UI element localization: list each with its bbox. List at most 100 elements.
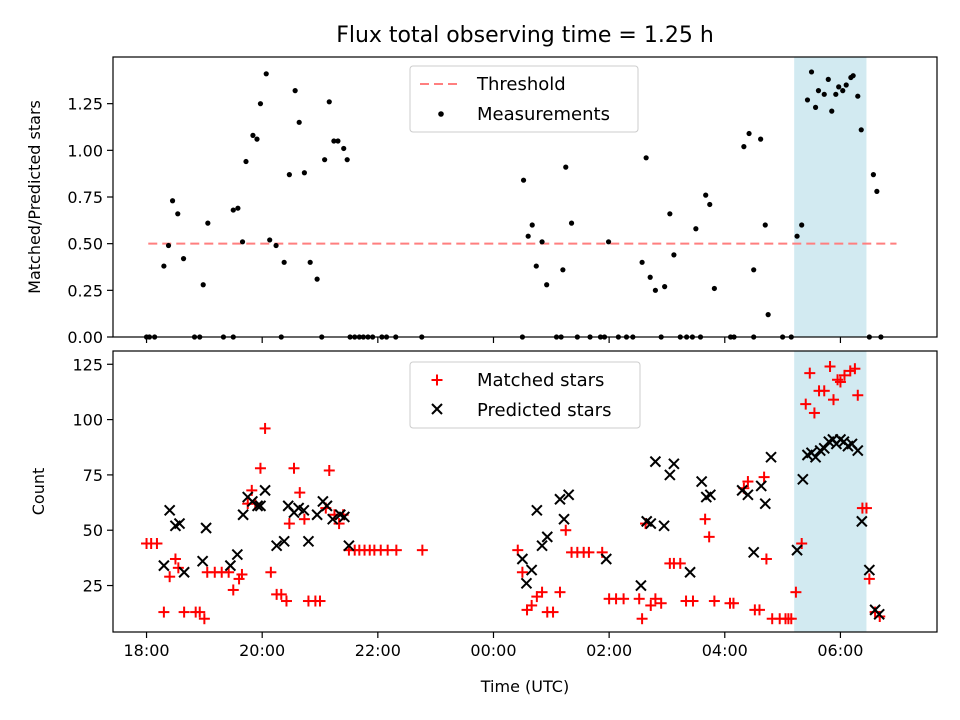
x-mark-b bbox=[852, 444, 864, 457]
measurement-point bbox=[331, 138, 337, 144]
x-ticks-top bbox=[145, 337, 842, 343]
matched-star-point bbox=[151, 537, 163, 549]
x-mark-b bbox=[282, 500, 294, 512]
y-axis-label-bottom: Count bbox=[29, 468, 48, 516]
plot-frame-bottom bbox=[112, 350, 938, 633]
predicted-star-point bbox=[649, 455, 662, 468]
legend-threshold-label: Threshold bbox=[476, 74, 566, 95]
measurement-point bbox=[840, 88, 846, 94]
predicted-star-point bbox=[664, 469, 676, 481]
measurement-point bbox=[825, 76, 831, 82]
matched-star-point bbox=[536, 586, 548, 598]
y-ticks-top: 0.00 0.25 0.50 0.75 1.00 1.25 bbox=[67, 95, 113, 347]
matched-star-point bbox=[703, 531, 715, 543]
x-mark-b bbox=[742, 489, 754, 501]
matched-star-point bbox=[178, 606, 190, 618]
measurement-point bbox=[301, 170, 307, 176]
y-tick-label: 0.25 bbox=[67, 281, 103, 300]
matched-star-point bbox=[198, 613, 210, 625]
matched-star-point bbox=[172, 562, 184, 574]
matched-star-point bbox=[727, 597, 739, 609]
x-axis-label: Time (UTC) bbox=[480, 677, 569, 696]
matched-star-point bbox=[824, 360, 836, 372]
legend-bottom: Matched stars Predicted stars bbox=[409, 361, 641, 429]
x-mark-b bbox=[525, 564, 538, 576]
predicted-star-point bbox=[224, 559, 237, 572]
measurement-point bbox=[662, 284, 668, 290]
predicted-star-point bbox=[251, 500, 264, 512]
measurement-point bbox=[855, 93, 861, 99]
matched-star-point bbox=[288, 462, 300, 474]
y-tick-label: 100 bbox=[72, 411, 103, 430]
measurement-point bbox=[307, 259, 313, 265]
measurement-point bbox=[639, 259, 645, 265]
x-mark-b bbox=[302, 535, 315, 547]
matched-star-point bbox=[760, 553, 772, 565]
x-tick-label: 20:00 bbox=[239, 641, 285, 660]
predicted-star-point bbox=[321, 500, 333, 512]
y-tick-label: 75 bbox=[83, 466, 103, 485]
measurement-point bbox=[751, 267, 757, 273]
x-mark-b bbox=[178, 566, 190, 578]
matched-star-point bbox=[314, 595, 326, 607]
x-tick-label: 06:00 bbox=[817, 641, 863, 660]
predicted-star-point bbox=[270, 540, 283, 552]
measurement-point bbox=[711, 285, 717, 292]
y-tick-label: 25 bbox=[83, 577, 103, 596]
matched-star-point bbox=[863, 573, 875, 585]
measurement-point bbox=[286, 172, 292, 178]
predicted-star-point bbox=[531, 504, 543, 517]
legend-predicted-label: Predicted stars bbox=[477, 400, 611, 421]
bottom-panel: 25 50 75 100 125 18:00 20:00 22:00 00:00 02:00 04… bbox=[29, 350, 938, 696]
matched-star-point bbox=[280, 595, 292, 607]
matched-star-point bbox=[254, 462, 266, 474]
measurement-point bbox=[235, 205, 241, 211]
x-mark-b bbox=[856, 515, 868, 528]
x-mark-b bbox=[536, 540, 548, 552]
measurement-point bbox=[843, 82, 849, 88]
x-mark-b bbox=[259, 484, 271, 497]
x-mark-b bbox=[695, 475, 708, 488]
predicted-star-point bbox=[668, 458, 680, 470]
highlight-region-bottom bbox=[794, 351, 867, 632]
matched-star-point bbox=[790, 586, 802, 598]
x-mark-b bbox=[736, 484, 748, 497]
predicted-star-point bbox=[856, 515, 868, 528]
x-mark-b bbox=[200, 522, 212, 534]
predicted-star-point bbox=[231, 548, 244, 561]
matched-star-point bbox=[674, 557, 686, 569]
measurement-point bbox=[341, 145, 347, 152]
measurement-point bbox=[652, 287, 658, 293]
x-mark-b bbox=[270, 540, 283, 552]
legend-matched-swatch bbox=[431, 374, 443, 386]
x-mark-b bbox=[600, 553, 612, 565]
x-mark-b bbox=[158, 559, 170, 572]
y-tick-label: 1.00 bbox=[67, 141, 103, 160]
legend-box-bottom bbox=[409, 361, 641, 429]
measurement-point bbox=[525, 233, 531, 239]
x-mark-b bbox=[704, 489, 717, 501]
predicted-star-point bbox=[791, 544, 803, 556]
measurement-point bbox=[263, 71, 269, 77]
predicted-star-point bbox=[765, 451, 777, 463]
measurement-point bbox=[741, 144, 747, 150]
measurement-point bbox=[858, 127, 864, 133]
matched-star-point bbox=[753, 604, 765, 616]
predicted-star-point bbox=[554, 493, 566, 505]
predicted-star-point bbox=[695, 475, 708, 488]
measurement-point bbox=[765, 312, 771, 318]
predicted-star-point bbox=[536, 540, 548, 552]
measurement-point bbox=[762, 222, 768, 228]
legend-top: Threshold Measurements bbox=[409, 65, 639, 133]
measurement-point bbox=[165, 242, 172, 249]
y-tick-label: 0.00 bbox=[67, 328, 103, 347]
measurement-point bbox=[799, 222, 805, 228]
x-mark-b bbox=[278, 535, 290, 547]
matched-star-point bbox=[283, 518, 295, 530]
x-mark-b bbox=[649, 455, 662, 468]
x-mark-b bbox=[668, 458, 680, 470]
measurement-point bbox=[647, 274, 653, 280]
measurement-point bbox=[175, 211, 181, 217]
measurement-point bbox=[605, 239, 612, 245]
x-mark-b bbox=[755, 480, 767, 492]
